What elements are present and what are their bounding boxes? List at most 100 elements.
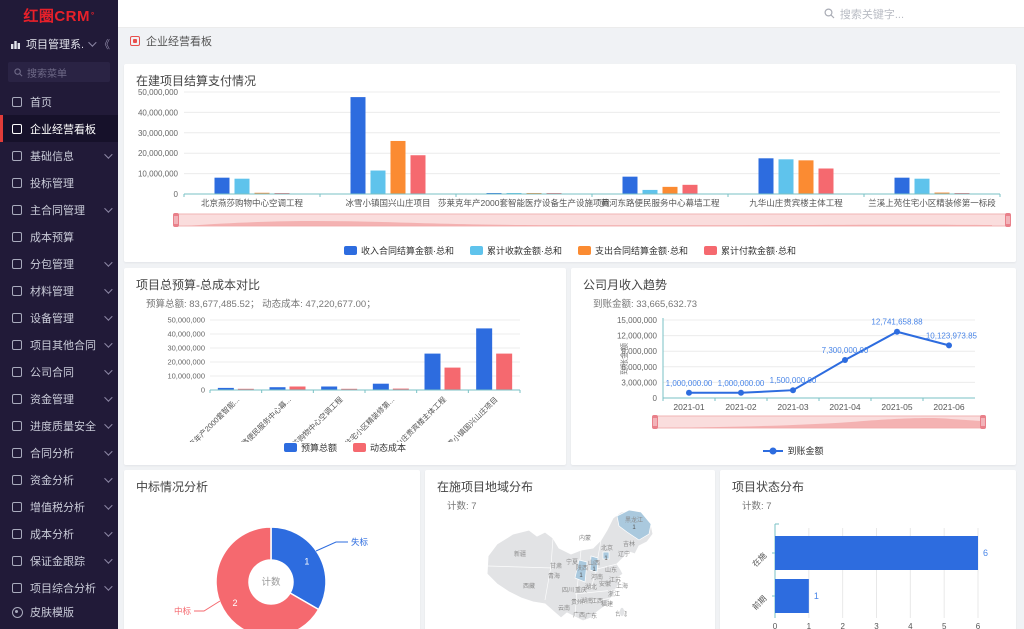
province-value: 1 — [604, 556, 608, 562]
sidebar-item-增值税分析[interactable]: 增值税分析 — [0, 493, 118, 520]
tab-enterprise-dashboard[interactable]: 企业经营看板 — [146, 36, 212, 48]
slice-value: 1 — [304, 556, 309, 566]
sidebar-search-input[interactable]: 搜索菜单 — [8, 62, 110, 82]
legend-item[interactable]: 动态成本 — [353, 441, 406, 454]
chevron-down-icon — [104, 257, 113, 267]
x-category-label: 兰溪上苑住宅小区精装修第一标段 — [868, 198, 996, 208]
y-tick-label: 20,000,000 — [167, 358, 205, 367]
sidebar-item-进度质量安全[interactable]: 进度质量安全 — [0, 412, 118, 439]
chevron-down-icon — [104, 527, 113, 537]
sidebar-item-主合同管理[interactable]: 主合同管理 — [0, 196, 118, 223]
sidebar-item-资金管理[interactable]: 资金管理 — [0, 385, 118, 412]
chevron-down-icon — [104, 473, 113, 483]
pie-slice-失标[interactable] — [270, 526, 327, 611]
x-tick-label: 5 — [942, 622, 947, 629]
legend-item[interactable]: 收入合同结算金额·总和 — [344, 244, 454, 257]
legend-item[interactable]: 预算总额 — [283, 441, 337, 454]
data-label: 1,500,000.00 — [770, 376, 817, 385]
legend-item[interactable]: 累计收款金额·总和 — [470, 244, 562, 257]
sidebar-item-label: 进度质量安全 — [30, 420, 96, 433]
chevron-down-icon — [104, 203, 113, 213]
global-search-placeholder[interactable]: 搜索关键字... — [839, 8, 904, 21]
legend-label: 到账金额 — [787, 446, 824, 456]
y-tick-label: 30,000,000 — [167, 344, 205, 353]
sidebar-item-项目综合分析[interactable]: 项目综合分析 — [0, 574, 118, 595]
chart-title-settlement: 在建项目结算支付情况 — [136, 74, 257, 88]
legend-marker — [283, 443, 297, 452]
info-icon — [12, 150, 22, 161]
datazoom-slider[interactable] — [173, 213, 1011, 227]
sidebar-item-首页[interactable]: 首页 — [0, 88, 118, 115]
x-category-label: 莎莱克年产2000套智能医疗设备生产设施项目 — [438, 198, 610, 208]
sidebar-item-label: 成本分析 — [30, 528, 74, 541]
pie-slice-中标[interactable] — [215, 526, 320, 629]
sidebar-item-资金分析[interactable]: 资金分析 — [0, 466, 118, 493]
sidebar-item-合同分析[interactable]: 合同分析 — [0, 439, 118, 466]
datazoom-slider[interactable] — [652, 415, 986, 429]
workspace-switcher[interactable]: 项目管理系... 《 — [0, 30, 118, 58]
card-bid-analysis: 中标情况分析 1 2 计数 失标 中标 — [124, 470, 420, 629]
budget-bar-chart: 0 10,000,000 20,000,000 30,000,000 40,000,00… — [167, 316, 521, 442]
chart-title-region: 在施项目地域分布 — [437, 480, 534, 494]
province-label: 内蒙 — [579, 534, 591, 542]
settlement-bar-chart: 0 10,000,000 20,000,000 30,000,000 40,000,00… — [138, 88, 1011, 227]
sidebar-item-项目其他合同[interactable]: 项目其他合同 — [0, 331, 118, 358]
budget-subtitle: 预算总额: 83,677,485.52； 动态成本: 47,220,677.00… — [146, 299, 376, 310]
sidebar-item-成本分析[interactable]: 成本分析 — [0, 520, 118, 547]
x-tick-label: 2021-04 — [829, 402, 860, 412]
income-line-chart: 0 3,000,000 6,000,000 9,000,000 12,000,000 15… — [617, 316, 986, 429]
province-label: 北京 — [601, 544, 613, 552]
chevron-down-icon — [104, 149, 113, 159]
slice-label[interactable]: 失标 — [351, 537, 369, 547]
x-category-label: 冰雪小镇国兴山庄项目 — [439, 394, 499, 442]
province-value: 1 — [592, 567, 596, 573]
bar-value: 1 — [814, 591, 819, 601]
dashboard-icon — [12, 123, 22, 134]
palette-icon — [12, 606, 23, 618]
map-province-黑龙江[interactable] — [616, 509, 652, 541]
sidebar-item-企业经营看板[interactable]: 企业经营看板 — [0, 115, 118, 142]
sidebar-item-基础信息[interactable]: 基础信息 — [0, 142, 118, 169]
map-province-陕西[interactable] — [574, 559, 588, 583]
sidebar-item-投标管理[interactable]: 投标管理 — [0, 169, 118, 196]
map-province-山西[interactable] — [589, 555, 599, 573]
province-label: 浙江 — [608, 590, 620, 598]
chevron-down-icon — [104, 581, 113, 591]
province-label: 河南 — [591, 573, 603, 581]
chevron-down-icon — [104, 284, 113, 294]
legend-item[interactable]: 到账金额 — [763, 444, 824, 457]
province-label: 黑龙江 — [625, 516, 643, 524]
x-tick-label: 2021-01 — [673, 402, 704, 412]
main-content: 在建项目结算支付情况 0 10,000,000 20,000,000 30,000,0… — [118, 28, 1024, 629]
folder-icon — [12, 582, 22, 593]
y-tick-label: 0 — [174, 190, 179, 199]
y-tick-label: 50,000,000 — [167, 316, 205, 325]
sidebar-item-成本预算[interactable]: 成本预算 — [0, 223, 118, 250]
sidebar-item-label: 保证金跟踪 — [30, 555, 85, 568]
sidebar-item-设备管理[interactable]: 设备管理 — [0, 304, 118, 331]
data-label: 7,300,000.00 — [822, 346, 869, 355]
legend-item[interactable]: 累计付款金额·总和 — [704, 244, 796, 257]
skin-template-button[interactable]: 皮肤模版 — [0, 595, 118, 629]
sidebar-item-分包管理[interactable]: 分包管理 — [0, 250, 118, 277]
sidebar-item-公司合同[interactable]: 公司合同 — [0, 358, 118, 385]
chevron-down-icon — [104, 419, 113, 429]
china-map-outline[interactable] — [486, 509, 654, 622]
x-tick-label: 2021-06 — [933, 402, 964, 412]
sidebar-item-保证金跟踪[interactable]: 保证金跟踪 — [0, 547, 118, 574]
search-icon[interactable] — [824, 8, 835, 19]
province-label: 甘肃 — [550, 562, 562, 570]
slice-label[interactable]: 中标 — [174, 606, 192, 616]
contract-icon — [12, 366, 22, 377]
collapse-sidebar-icon[interactable]: 《 — [99, 39, 110, 51]
money-icon — [12, 393, 22, 404]
chevron-down-icon — [104, 338, 113, 348]
map-province-北京[interactable] — [602, 551, 610, 560]
doc-icon — [12, 474, 22, 485]
y-tick-label: 50,000,000 — [138, 88, 179, 97]
legend-item[interactable]: 支出合同结算金额·总和 — [578, 244, 688, 257]
sidebar-item-材料管理[interactable]: 材料管理 — [0, 277, 118, 304]
x-tick-label: 2021-05 — [881, 402, 912, 412]
x-tick-label: 2 — [840, 622, 845, 629]
folder-icon — [12, 258, 22, 269]
